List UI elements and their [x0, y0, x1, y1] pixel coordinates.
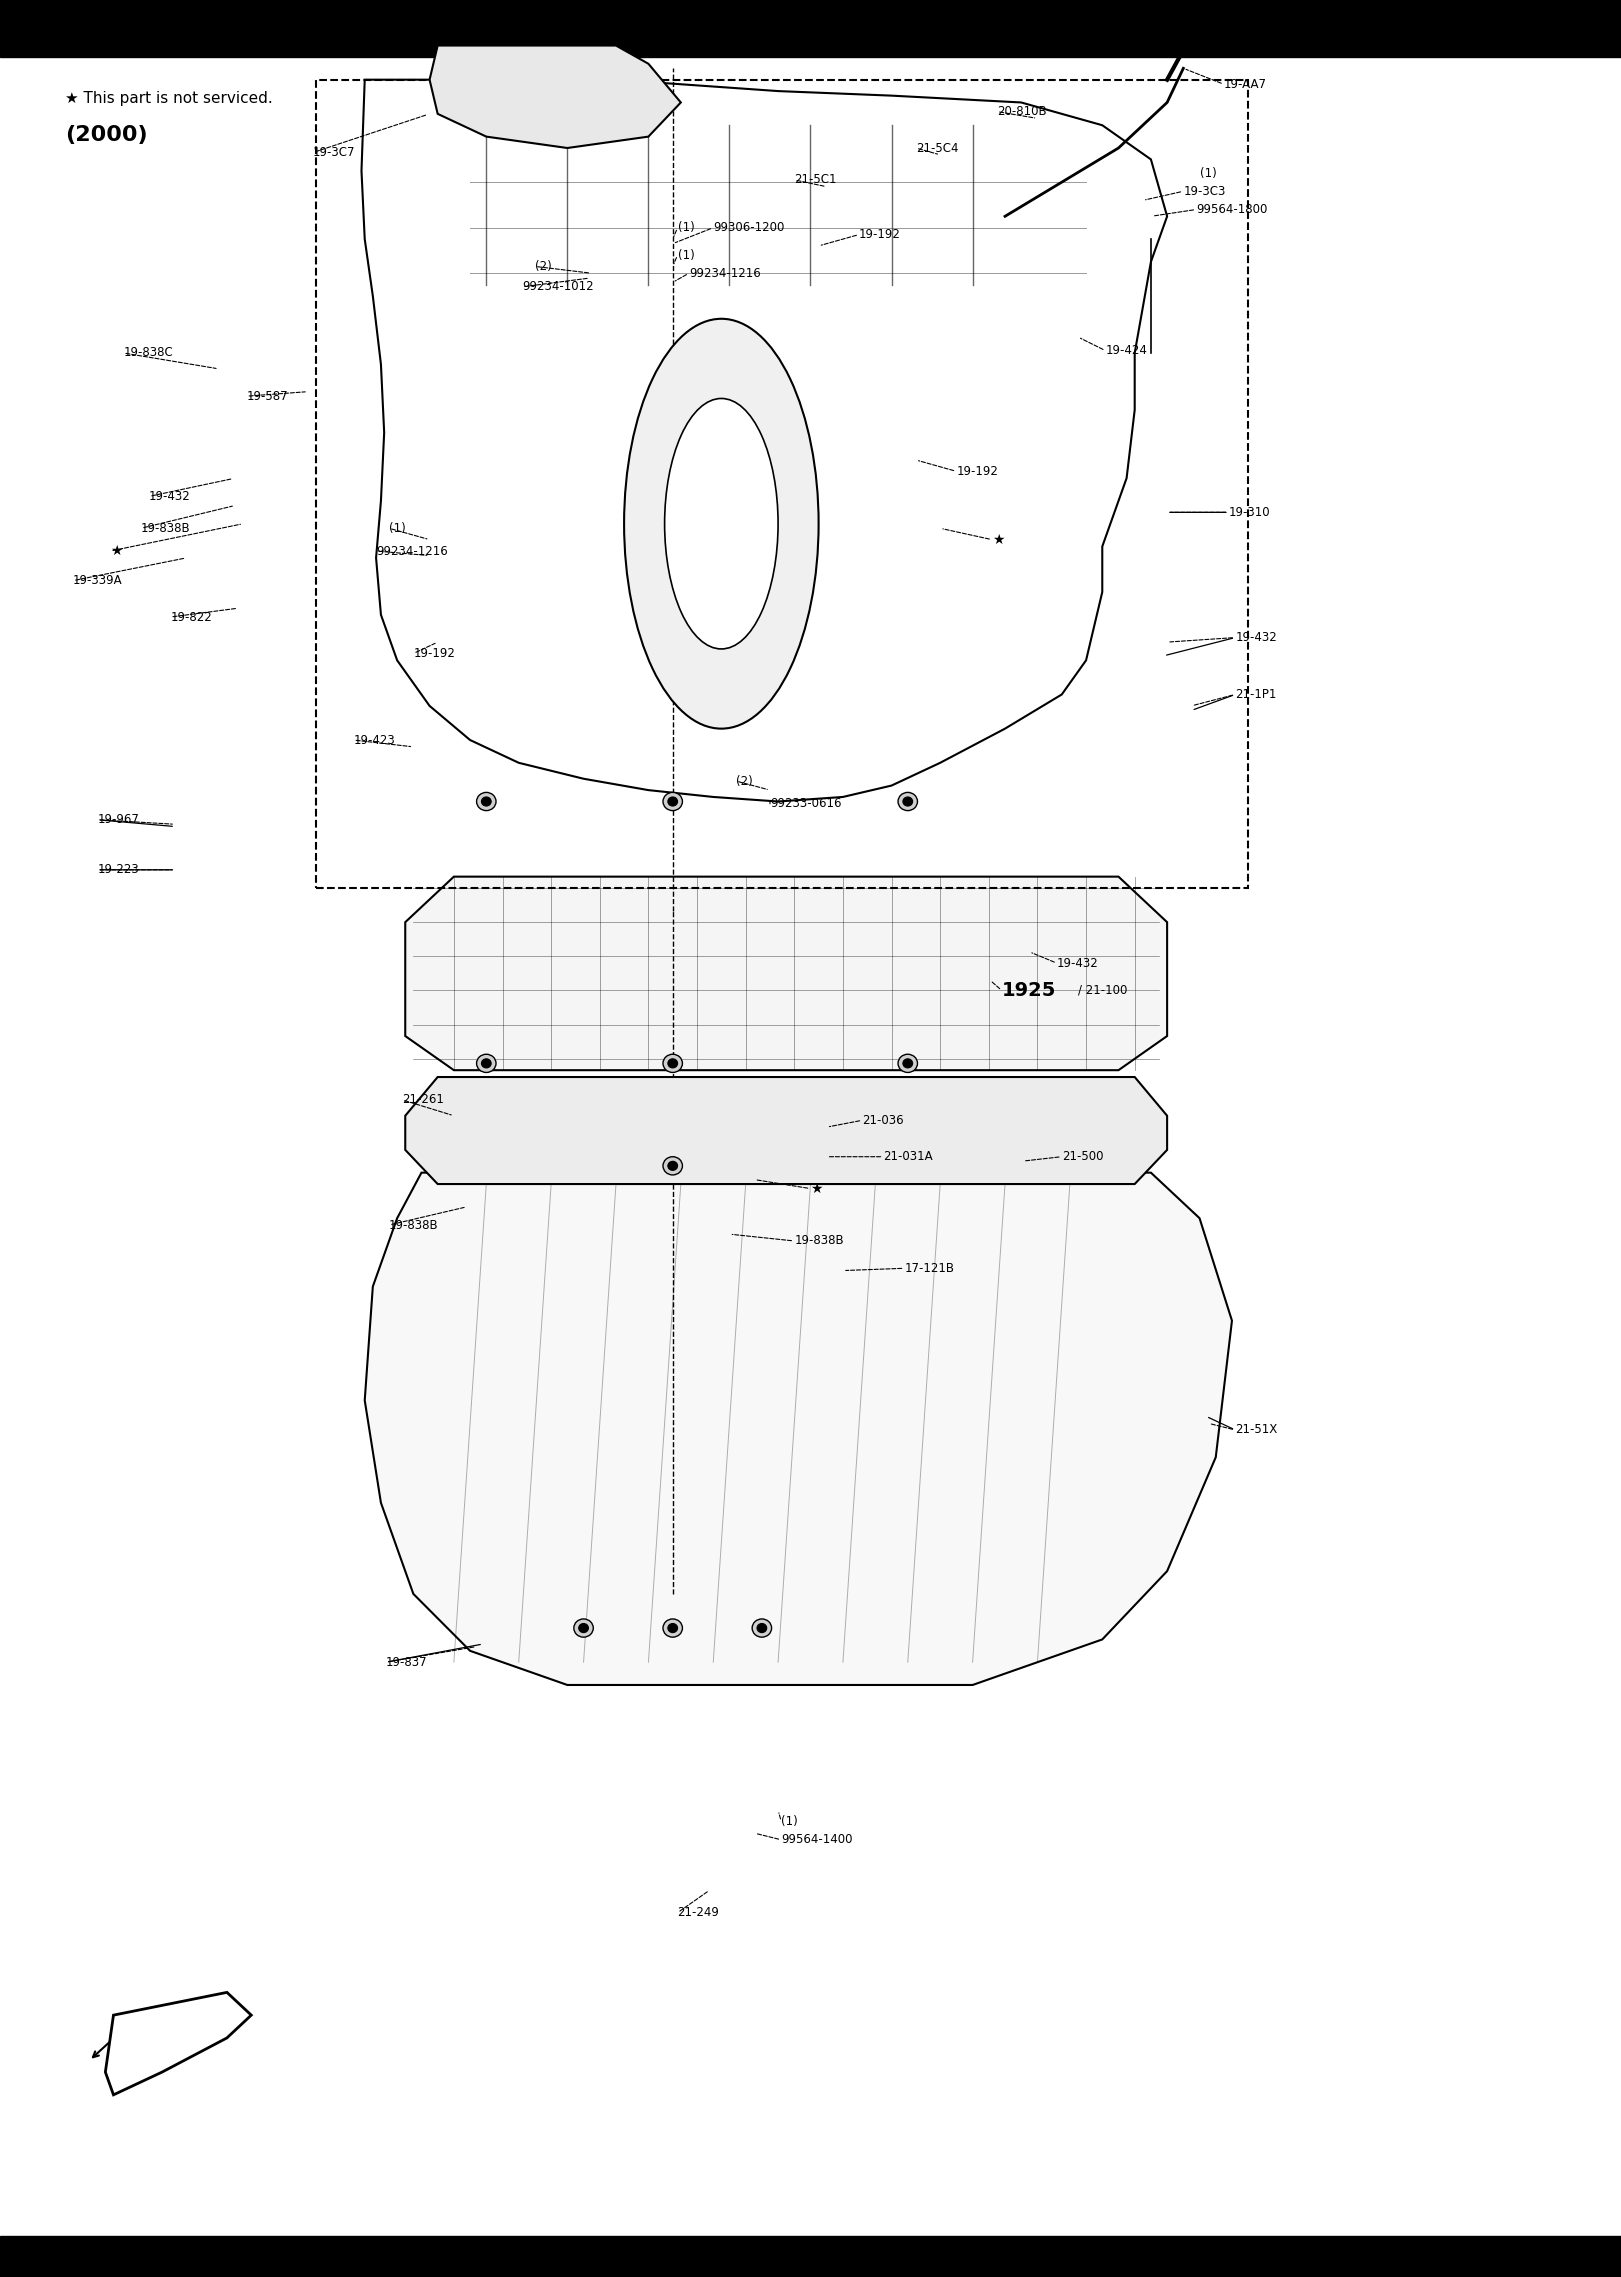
Text: ★: ★ [992, 533, 1005, 546]
Bar [0, 0, 1621, 57]
Text: (1): (1) [678, 221, 694, 235]
Text: 19-838C: 19-838C [123, 346, 173, 360]
Polygon shape [105, 1992, 251, 2095]
Text: 21-1P1: 21-1P1 [1235, 688, 1277, 701]
Ellipse shape [574, 1619, 593, 1637]
Ellipse shape [624, 319, 819, 729]
Text: (2): (2) [736, 774, 752, 788]
Bar [316, 80, 1248, 888]
Polygon shape [361, 80, 1167, 802]
Ellipse shape [477, 792, 496, 811]
Text: / 21-100: / 21-100 [1078, 984, 1127, 997]
Ellipse shape [898, 1054, 917, 1072]
Text: 19-310: 19-310 [1229, 505, 1271, 519]
Ellipse shape [663, 1157, 682, 1175]
Text: 19-223: 19-223 [97, 863, 139, 877]
Ellipse shape [903, 1059, 913, 1068]
Ellipse shape [663, 792, 682, 811]
Text: (1): (1) [678, 248, 694, 262]
Text: 99564-1800: 99564-1800 [1196, 203, 1268, 216]
Text: 19-838B: 19-838B [141, 521, 191, 535]
Text: 21-500: 21-500 [1062, 1150, 1104, 1164]
Text: 21-249: 21-249 [678, 1906, 720, 1920]
Ellipse shape [665, 398, 778, 649]
Text: 19-838B: 19-838B [389, 1218, 439, 1232]
Text: 99564-1400: 99564-1400 [781, 1833, 853, 1847]
Text: 1925: 1925 [1002, 981, 1057, 1000]
Text: (1): (1) [1200, 166, 1216, 180]
Text: ★: ★ [110, 544, 123, 558]
Ellipse shape [663, 1054, 682, 1072]
Text: 21-036: 21-036 [862, 1113, 905, 1127]
Text: ★ This part is not serviced.: ★ This part is not serviced. [65, 91, 272, 107]
Text: (2): (2) [535, 260, 551, 273]
Polygon shape [405, 877, 1167, 1070]
Text: 19-587: 19-587 [246, 389, 289, 403]
Ellipse shape [481, 797, 491, 806]
Ellipse shape [663, 1619, 682, 1637]
Ellipse shape [481, 1059, 491, 1068]
Text: 19-838B: 19-838B [794, 1234, 845, 1248]
Ellipse shape [903, 797, 913, 806]
Bar [0, 2236, 1621, 2277]
Text: 99234-1216: 99234-1216 [376, 544, 447, 558]
Text: (1): (1) [781, 1815, 798, 1828]
Text: 19-192: 19-192 [413, 647, 456, 660]
Text: 19-837: 19-837 [386, 1655, 428, 1669]
Text: 99234-1216: 99234-1216 [689, 266, 760, 280]
Text: 99234-1012: 99234-1012 [522, 280, 593, 294]
Ellipse shape [898, 792, 917, 811]
Ellipse shape [668, 797, 678, 806]
Text: 19-432: 19-432 [149, 490, 191, 503]
Text: (1): (1) [389, 521, 405, 535]
Ellipse shape [757, 1624, 767, 1633]
Text: 21-5C4: 21-5C4 [916, 141, 958, 155]
Ellipse shape [668, 1624, 678, 1633]
Text: 19-3C7: 19-3C7 [313, 146, 355, 159]
Ellipse shape [668, 1059, 678, 1068]
Polygon shape [430, 46, 681, 148]
Text: 19-967: 19-967 [97, 813, 139, 827]
Text: 19-192: 19-192 [859, 228, 901, 241]
Text: 20-810B: 20-810B [997, 105, 1047, 118]
Text: 19-339A: 19-339A [73, 574, 123, 587]
Polygon shape [365, 1173, 1232, 1685]
Text: (2000): (2000) [65, 125, 148, 146]
Ellipse shape [668, 1161, 678, 1170]
Text: FWD: FWD [152, 2036, 188, 2056]
Text: 19-192: 19-192 [956, 465, 999, 478]
Text: 21-261: 21-261 [402, 1093, 444, 1107]
Text: 19-3C3: 19-3C3 [1183, 184, 1225, 198]
Text: 19-AA7: 19-AA7 [1224, 77, 1268, 91]
Polygon shape [405, 1077, 1167, 1184]
Text: 19-432: 19-432 [1235, 631, 1277, 644]
Text: 21-51X: 21-51X [1235, 1423, 1277, 1437]
Text: 17-121B: 17-121B [905, 1261, 955, 1275]
Text: 19-424: 19-424 [1106, 344, 1148, 357]
Text: 99233-0616: 99233-0616 [770, 797, 841, 811]
Text: 19-423: 19-423 [353, 733, 396, 747]
Ellipse shape [477, 1054, 496, 1072]
Text: 21-031A: 21-031A [883, 1150, 934, 1164]
Text: 19-432: 19-432 [1057, 956, 1099, 970]
Text: 99306-1200: 99306-1200 [713, 221, 785, 235]
Text: ★: ★ [810, 1182, 823, 1195]
Ellipse shape [752, 1619, 772, 1637]
Text: 19-822: 19-822 [170, 610, 212, 624]
Text: 21-5C1: 21-5C1 [794, 173, 836, 187]
Ellipse shape [579, 1624, 588, 1633]
